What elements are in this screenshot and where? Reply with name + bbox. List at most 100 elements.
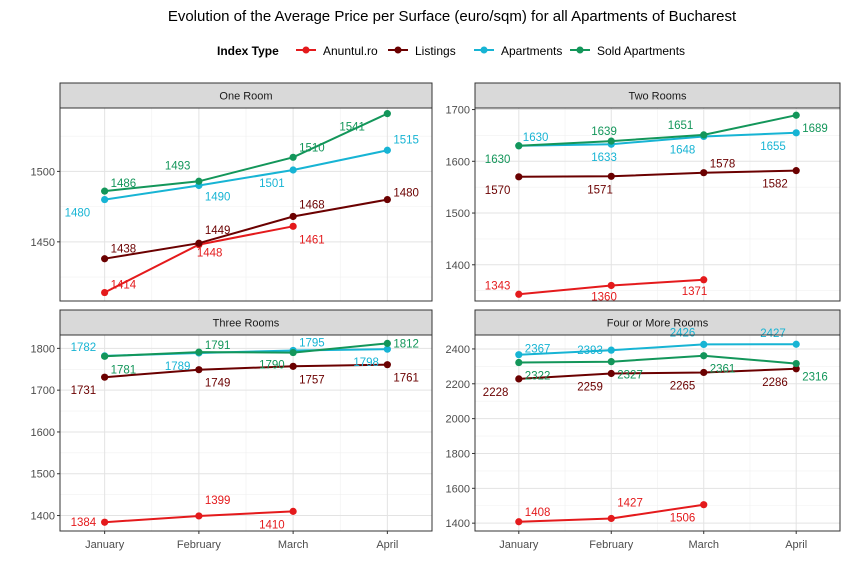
data-point <box>792 129 800 137</box>
data-label: 2228 <box>483 387 509 399</box>
series-sold-apartments: 1486 1493 1510 1541 <box>101 110 391 195</box>
data-label: 2367 <box>525 344 551 356</box>
panels: One Room 1450 1500 1414 1448 1461 1438 1449 1468… <box>31 82 841 551</box>
y-tick-label: 2400 <box>446 344 470 356</box>
legend: Index Type Anuntul.ro Listings Apartments S… <box>217 44 685 58</box>
data-point <box>383 345 391 353</box>
data-label: 1480 <box>393 188 419 200</box>
data-point <box>607 172 615 180</box>
data-label: 1510 <box>299 142 325 154</box>
gridlines <box>475 108 840 301</box>
data-point <box>101 255 109 263</box>
series-listings: 1438 1449 1468 1480 <box>101 188 419 263</box>
gridlines <box>60 335 432 531</box>
data-label: 1399 <box>205 495 231 507</box>
y-tick-label: 1600 <box>31 427 55 439</box>
data-label: 2265 <box>670 380 696 392</box>
data-label: 1448 <box>197 248 223 260</box>
data-label: 2316 <box>802 372 828 384</box>
data-point <box>195 348 203 356</box>
panel-border <box>59 334 433 532</box>
data-point <box>289 507 297 515</box>
data-point <box>289 348 297 357</box>
data-point <box>195 177 203 185</box>
data-label: 1427 <box>617 497 643 509</box>
series-apartments: 1480 1490 1501 1515 <box>65 134 419 219</box>
series-line <box>518 114 797 147</box>
panel-strip <box>474 82 841 109</box>
series-anuntul-ro: 1343 1360 1371 <box>485 276 708 303</box>
data-label: 1639 <box>591 126 617 138</box>
data-point <box>792 111 800 119</box>
data-point <box>700 169 708 177</box>
y-tick-label: 1500 <box>31 469 55 481</box>
chart-title: Evolution of the Average Price per Surfa… <box>168 8 737 25</box>
panel-two-rooms: Two Rooms 1400 1500 1600 1700 1343 1360 1371 157… <box>446 82 841 303</box>
legend-label: Apartments <box>501 44 562 58</box>
series-sold-apartments: 1630 1639 1651 1689 <box>485 111 828 166</box>
data-label: 1633 <box>591 152 617 164</box>
x-tick-label: February <box>177 539 222 551</box>
x-tick-label: April <box>785 539 807 551</box>
data-point <box>515 358 523 367</box>
legend-key-point <box>576 46 584 54</box>
data-label: 1798 <box>353 357 379 369</box>
series-sold-apartments: 2322 2327 2361 2316 <box>515 352 828 384</box>
data-label: 1486 <box>111 178 137 190</box>
data-label: 1731 <box>71 385 97 397</box>
data-label: 1490 <box>205 191 231 203</box>
panel-strip <box>59 82 433 109</box>
series-listings: 1731 1749 1757 1761 <box>71 361 419 397</box>
legend-title: Index Type <box>217 44 279 58</box>
data-point <box>792 340 800 348</box>
data-label: 1371 <box>682 286 708 298</box>
y-tick-label: 1400 <box>446 518 470 530</box>
panel-border <box>59 107 433 302</box>
data-label: 1812 <box>393 338 419 350</box>
data-label: 1461 <box>299 234 325 246</box>
data-point <box>607 346 615 354</box>
data-point <box>607 369 615 378</box>
series-line <box>104 363 388 379</box>
x-tick-label: January <box>85 539 125 551</box>
data-point <box>383 146 391 154</box>
y-tick-label: 1600 <box>446 156 470 168</box>
data-label: 1570 <box>485 185 511 197</box>
panel-title: Four or More Rooms <box>607 318 709 330</box>
y-tick-label: 1500 <box>31 166 55 178</box>
data-point <box>289 153 297 161</box>
series-listings: 2228 2259 2265 2286 <box>483 365 800 399</box>
data-point <box>700 131 708 139</box>
data-label: 1493 <box>165 160 191 172</box>
data-point <box>700 340 708 349</box>
legend-key-point <box>480 46 488 54</box>
legend-label: Listings <box>415 44 456 58</box>
data-point <box>792 167 800 175</box>
data-label: 1749 <box>205 378 231 390</box>
x-tick-label: March <box>278 539 309 551</box>
data-point <box>607 281 615 290</box>
series-line <box>518 354 797 365</box>
y-tick-label: 1800 <box>31 343 55 355</box>
data-point <box>515 142 523 150</box>
data-label: 2259 <box>577 382 603 394</box>
y-tick-label: 1600 <box>446 483 470 495</box>
data-point <box>101 187 109 195</box>
x-tick-label: February <box>589 539 634 551</box>
data-point <box>383 361 391 369</box>
data-label: 2322 <box>525 371 551 383</box>
data-point <box>607 514 615 523</box>
data-label: 1438 <box>111 244 137 256</box>
y-tick-label: 1400 <box>31 511 55 523</box>
panel-three-rooms: Three Rooms 1400 1500 1600 1700 1800 January Fe… <box>31 309 433 551</box>
series-line <box>518 367 797 380</box>
data-label: 1789 <box>165 361 191 373</box>
data-point <box>383 339 391 347</box>
data-label: 1651 <box>668 120 694 132</box>
series-line <box>518 343 797 356</box>
data-point <box>101 373 109 381</box>
data-point <box>792 359 800 368</box>
panel-strip <box>59 309 433 336</box>
panel-strip <box>474 309 841 336</box>
